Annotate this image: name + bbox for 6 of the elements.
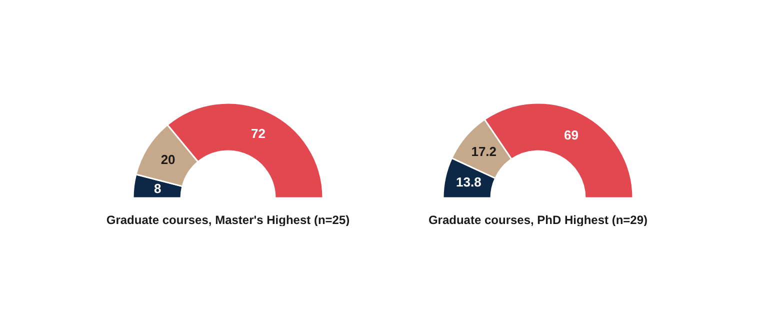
data-label: 69 — [564, 127, 578, 142]
data-label: 20 — [160, 152, 176, 167]
data-label: 13.8 — [456, 174, 482, 190]
data-label: 72 — [250, 126, 266, 141]
data-label: 8 — [154, 181, 162, 196]
data-label: 17.2 — [471, 144, 497, 160]
